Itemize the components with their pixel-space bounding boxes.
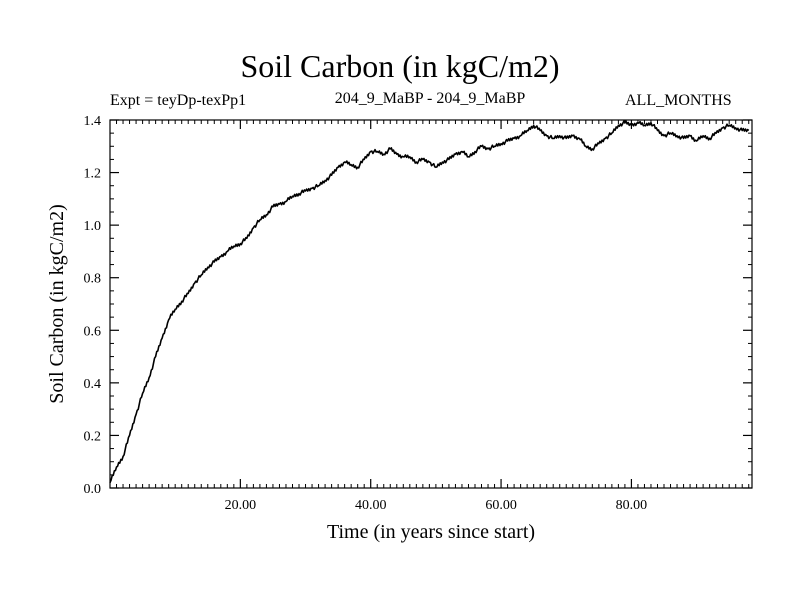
x-tick-label: 60.00 xyxy=(485,498,517,513)
y-tick-label: 0.2 xyxy=(84,429,102,444)
y-tick-label: 1.0 xyxy=(84,219,102,234)
period-label: 204_9_MaBP - 204_9_MaBP xyxy=(334,90,526,107)
chart-title: Soil Carbon (in kgC/m2) xyxy=(240,48,560,84)
y-tick-label: 0.6 xyxy=(84,324,102,339)
months-label: ALL_MONTHS xyxy=(625,92,732,109)
x-tick-label: 80.00 xyxy=(616,498,648,513)
y-tick-label: 0.8 xyxy=(84,272,102,287)
minor-ticks xyxy=(110,120,752,488)
y-tick-label: 1.4 xyxy=(84,114,102,129)
experiment-label: Expt = teyDp-texPp1 xyxy=(110,92,247,109)
series-line-soil-carbon xyxy=(109,120,750,484)
y-tick-label: 0.4 xyxy=(84,377,102,392)
plot-frame xyxy=(109,119,753,489)
x-axis: 20.00 40.00 60.00 80.00 xyxy=(225,120,648,513)
y-axis: 0.0 0.2 0.4 0.6 0.8 1.0 1.2 1.4 xyxy=(84,114,752,497)
y-tick-label: 0.0 xyxy=(84,482,102,497)
x-axis-label: Time (in years since start) xyxy=(327,521,535,543)
x-tick-label: 20.00 xyxy=(225,498,257,513)
x-tick-label: 40.00 xyxy=(355,498,387,513)
y-tick-label: 1.2 xyxy=(84,167,102,182)
y-axis-label: Soil Carbon (in kgC/m2) xyxy=(46,204,68,403)
